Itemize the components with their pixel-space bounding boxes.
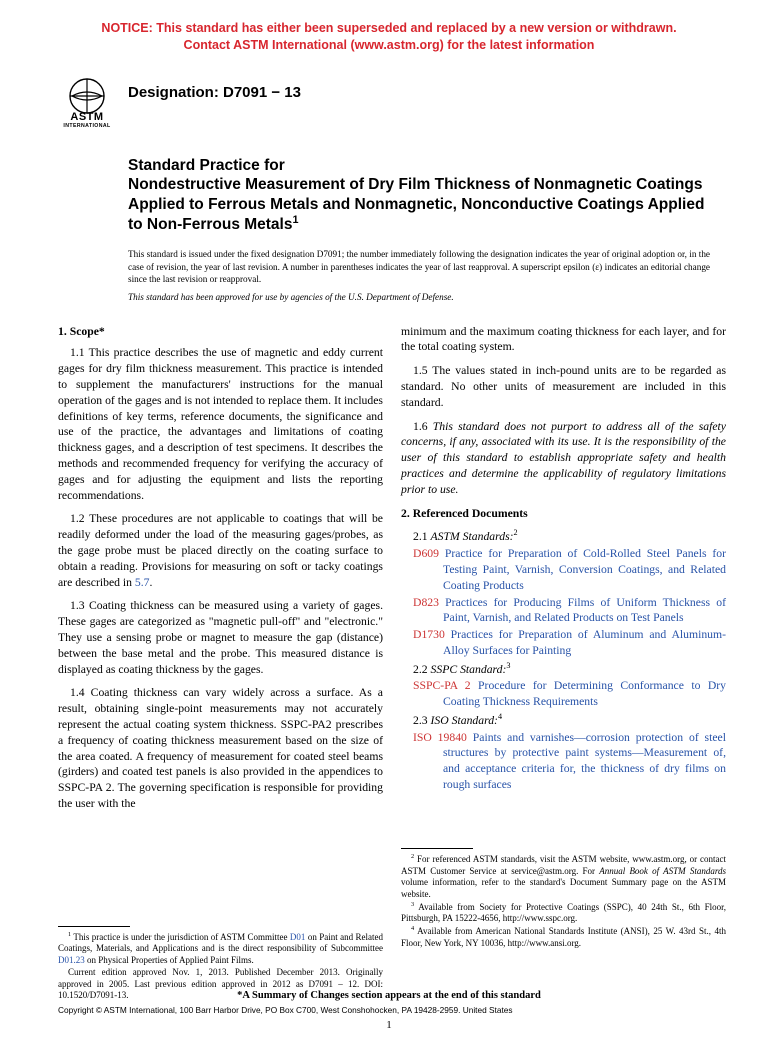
- ref-d1730: D1730 Practices for Preparation of Alumi…: [401, 627, 726, 659]
- code-sspc[interactable]: SSPC-PA 2: [413, 679, 471, 692]
- fn1-b: This practice is under the jurisdiction …: [71, 932, 290, 942]
- scope-head: 1. Scope*: [58, 324, 383, 340]
- p12-text-a: 1.2 These procedures are not applicable …: [58, 512, 383, 588]
- code-d609[interactable]: D609: [413, 547, 439, 560]
- summary-note: *A Summary of Changes section appears at…: [0, 990, 778, 1001]
- s22-sup: 3: [506, 661, 510, 670]
- refs-head: 2. Referenced Documents: [401, 506, 726, 522]
- fn2-c: Annual Book of ASTM Standards: [599, 866, 726, 876]
- ref-d609: D609 Practice for Preparation of Cold-Ro…: [401, 546, 726, 593]
- fn4-b: Available from American National Standar…: [401, 926, 726, 948]
- p12-text-c: .: [150, 576, 153, 589]
- fn1-f: on Physical Properties of Applied Paint …: [85, 955, 254, 965]
- dod-approval-note: This standard has been approved for use …: [0, 292, 778, 302]
- copyright: Copyright © ASTM International, 100 Barr…: [58, 1005, 513, 1015]
- refs-2-2: 2.2 SSPC Standard:3: [401, 660, 726, 678]
- code-d823[interactable]: D823: [413, 596, 439, 609]
- link-sspc[interactable]: Procedure for Determining Conformance to…: [443, 679, 726, 708]
- s23-label: ISO Standard:: [431, 714, 498, 727]
- ref-iso: ISO 19840 Paints and varnishes—corrosion…: [401, 730, 726, 793]
- footnote-3: 3 Available from Society for Protective …: [401, 901, 726, 925]
- fn3-b: Available from Society for Protective Co…: [401, 902, 726, 924]
- para-1-2: 1.2 These procedures are not applicable …: [58, 511, 383, 590]
- page-number: 1: [0, 1019, 778, 1031]
- svg-text:ASTM: ASTM: [70, 111, 103, 123]
- para-1-1: 1.1 This practice describes the use of m…: [58, 345, 383, 503]
- designation-label: Designation: D7091 − 13: [128, 84, 301, 101]
- code-iso[interactable]: ISO 19840: [413, 731, 467, 744]
- footnote-rule-right: [401, 848, 473, 849]
- link-d01[interactable]: D01: [290, 932, 306, 942]
- para-1-5: 1.5 The values stated in inch-pound unit…: [401, 363, 726, 410]
- link-iso[interactable]: Paints and varnishes—corrosion protectio…: [443, 731, 726, 791]
- column-right: minimum and the maximum coating thicknes…: [401, 324, 726, 1002]
- notice-banner: NOTICE: This standard has either been su…: [0, 20, 778, 54]
- para-1-3: 1.3 Coating thickness can be measured us…: [58, 598, 383, 677]
- s21-label: ASTM Standards:: [431, 530, 514, 543]
- s23-sup: 4: [498, 712, 502, 721]
- para-1-4-cont: minimum and the maximum coating thicknes…: [401, 324, 726, 356]
- title-block: Standard Practice for Nondestructive Mea…: [0, 156, 778, 235]
- link-d1730[interactable]: Practices for Preparation of Aluminum an…: [443, 628, 726, 657]
- para-1-4: 1.4 Coating thickness can vary widely ac…: [58, 685, 383, 811]
- s21-sup: 2: [514, 528, 518, 537]
- code-d1730[interactable]: D1730: [413, 628, 445, 641]
- footnote-2: 2 For referenced ASTM standards, visit t…: [401, 853, 726, 901]
- footnote-rule-left: [58, 926, 130, 927]
- link-d01-23[interactable]: D01.23: [58, 955, 85, 965]
- ref-d823: D823 Practices for Producing Films of Un…: [401, 595, 726, 627]
- fn2-d: volume information, refer to the standar…: [401, 877, 726, 899]
- title-sup: 1: [292, 214, 298, 226]
- body-columns: 1. Scope* 1.1 This practice describes th…: [0, 324, 778, 1002]
- astm-logo: ASTM INTERNATIONAL: [58, 76, 116, 128]
- link-d609[interactable]: Practice for Preparation of Cold-Rolled …: [439, 547, 726, 592]
- link-d823[interactable]: Practices for Producing Films of Uniform…: [439, 596, 726, 625]
- column-left: 1. Scope* 1.1 This practice describes th…: [58, 324, 383, 1002]
- title-intro: Standard Practice for: [128, 156, 710, 175]
- header: ASTM INTERNATIONAL Designation: D7091 − …: [0, 72, 778, 128]
- notice-line-1: NOTICE: This standard has either been su…: [50, 20, 728, 37]
- s22-label: SSPC Standard:: [431, 663, 507, 676]
- footnote-4: 4 Available from American National Stand…: [401, 925, 726, 949]
- refs-2-1: 2.1 ASTM Standards:2: [401, 527, 726, 545]
- refs-2-3: 2.3 ISO Standard:4: [401, 711, 726, 729]
- title-main: Nondestructive Measurement of Dry Film T…: [128, 175, 710, 234]
- para-1-6: 1.6 This standard does not purport to ad…: [401, 419, 726, 498]
- link-5-7[interactable]: 5.7: [135, 576, 150, 589]
- footnote-1: 1 This practice is under the jurisdictio…: [58, 931, 383, 967]
- issuance-note: This standard is issued under the fixed …: [0, 248, 778, 285]
- ref-sspc: SSPC-PA 2 Procedure for Determining Conf…: [401, 678, 726, 710]
- svg-text:INTERNATIONAL: INTERNATIONAL: [63, 123, 111, 128]
- notice-line-2: Contact ASTM International (www.astm.org…: [50, 37, 728, 54]
- title-main-text: Nondestructive Measurement of Dry Film T…: [128, 176, 704, 233]
